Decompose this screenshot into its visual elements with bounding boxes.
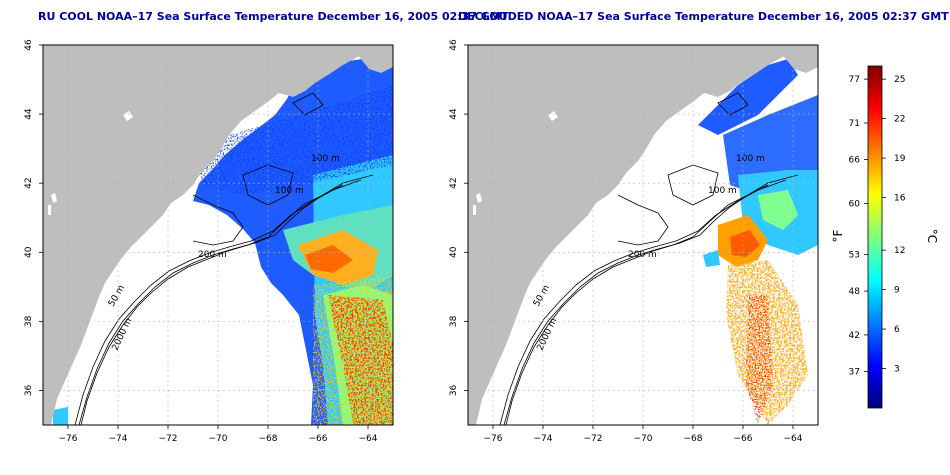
y-tick-label: 42 bbox=[24, 177, 34, 188]
colorbar-c-label: 9 bbox=[894, 286, 900, 296]
y-tick-label: 36 bbox=[24, 384, 34, 396]
contour-label-200m: 200 m bbox=[628, 250, 657, 260]
colorbar-f-label: 48 bbox=[849, 287, 861, 297]
right-map-panel: 100 m 200 m 50 m 2000 m 100 m −76 −74 −72−… bbox=[449, 39, 819, 444]
celsius-axis-label: °C bbox=[925, 229, 939, 243]
colorbar-c-label: 12 bbox=[894, 246, 905, 256]
colorbar-c-label: 19 bbox=[894, 154, 906, 164]
colorbar-c-label: 16 bbox=[894, 194, 906, 204]
contour-label-100m-south: 100 m bbox=[275, 186, 304, 196]
sst-field-declouded bbox=[633, 59, 818, 425]
bathymetry-contours-right bbox=[499, 92, 799, 426]
x-tick-label: −64 bbox=[784, 434, 803, 444]
colorbar-f-label: 53 bbox=[849, 251, 860, 261]
y-tick-label: 36 bbox=[449, 384, 459, 396]
contour-label-100m-north: 100 m bbox=[736, 154, 765, 164]
left-map-panel: 100 m 200 m 50 m 2000 m 100 m −76 −74 −72−… bbox=[24, 39, 394, 444]
temperature-colorbar: 77 71 66 60 53 48 42 37 25 22 19 16 12 9 6 3 °F °C bbox=[831, 65, 939, 409]
x-tick-label: −72 bbox=[159, 434, 178, 444]
y-tick-label: 38 bbox=[24, 315, 34, 327]
x-tick-label: −74 bbox=[534, 434, 553, 444]
contour-label-100m-south: 100 m bbox=[708, 186, 737, 196]
axis-ticks: −76 −74 −72 −70 −68 −66 −64 36 38 40 42 44 46 bbox=[24, 39, 378, 444]
colorbar-f-label: 71 bbox=[849, 119, 860, 129]
x-tick-label: −74 bbox=[109, 434, 128, 444]
left-panel-title: RU COOL NOAA–17 Sea Surface Temperature … bbox=[38, 10, 509, 23]
fahrenheit-axis-label: °F bbox=[831, 229, 845, 242]
x-tick-label: −70 bbox=[634, 434, 653, 444]
colorbar-f-label: 42 bbox=[849, 331, 860, 341]
right-panel-title: DECLOUDED NOAA–17 Sea Surface Temperatur… bbox=[458, 10, 949, 23]
x-tick-label: −70 bbox=[209, 434, 228, 444]
y-tick-label: 46 bbox=[449, 39, 459, 51]
colorbar-f-label: 37 bbox=[849, 367, 860, 377]
x-tick-label: −68 bbox=[684, 434, 703, 444]
x-tick-label: −76 bbox=[59, 434, 78, 444]
colorbar-c-label: 22 bbox=[894, 115, 905, 125]
y-tick-label: 42 bbox=[449, 177, 459, 188]
contour-label-100m-north: 100 m bbox=[311, 154, 340, 164]
axis-ticks: −76 −74 −72 −70 −68 −66 −64 36 38 40 42 44 46 bbox=[449, 39, 803, 444]
x-tick-label: −66 bbox=[734, 434, 753, 444]
contour-label-200m: 200 m bbox=[198, 250, 227, 260]
y-tick-label: 46 bbox=[24, 39, 34, 51]
x-tick-label: −64 bbox=[359, 434, 378, 444]
x-tick-label: −66 bbox=[309, 434, 328, 444]
colorbar-c-label: 25 bbox=[894, 75, 905, 85]
y-tick-label: 44 bbox=[449, 108, 459, 120]
y-tick-label: 40 bbox=[449, 246, 459, 258]
colorbar-c-label: 3 bbox=[894, 365, 900, 375]
colorbar-f-label: 77 bbox=[849, 75, 860, 85]
x-tick-label: −68 bbox=[259, 434, 278, 444]
colorbar-c-label: 6 bbox=[894, 325, 900, 335]
y-tick-label: 44 bbox=[24, 108, 34, 120]
x-tick-label: −76 bbox=[484, 434, 503, 444]
y-tick-label: 40 bbox=[24, 246, 34, 258]
bathymetry-contours bbox=[74, 92, 374, 426]
colorbar-f-label: 66 bbox=[849, 156, 861, 166]
colorbar-gradient bbox=[867, 65, 883, 409]
x-tick-label: −72 bbox=[584, 434, 603, 444]
sst-field bbox=[53, 57, 393, 425]
y-tick-label: 38 bbox=[449, 315, 459, 327]
colorbar-f-label: 60 bbox=[849, 199, 861, 209]
